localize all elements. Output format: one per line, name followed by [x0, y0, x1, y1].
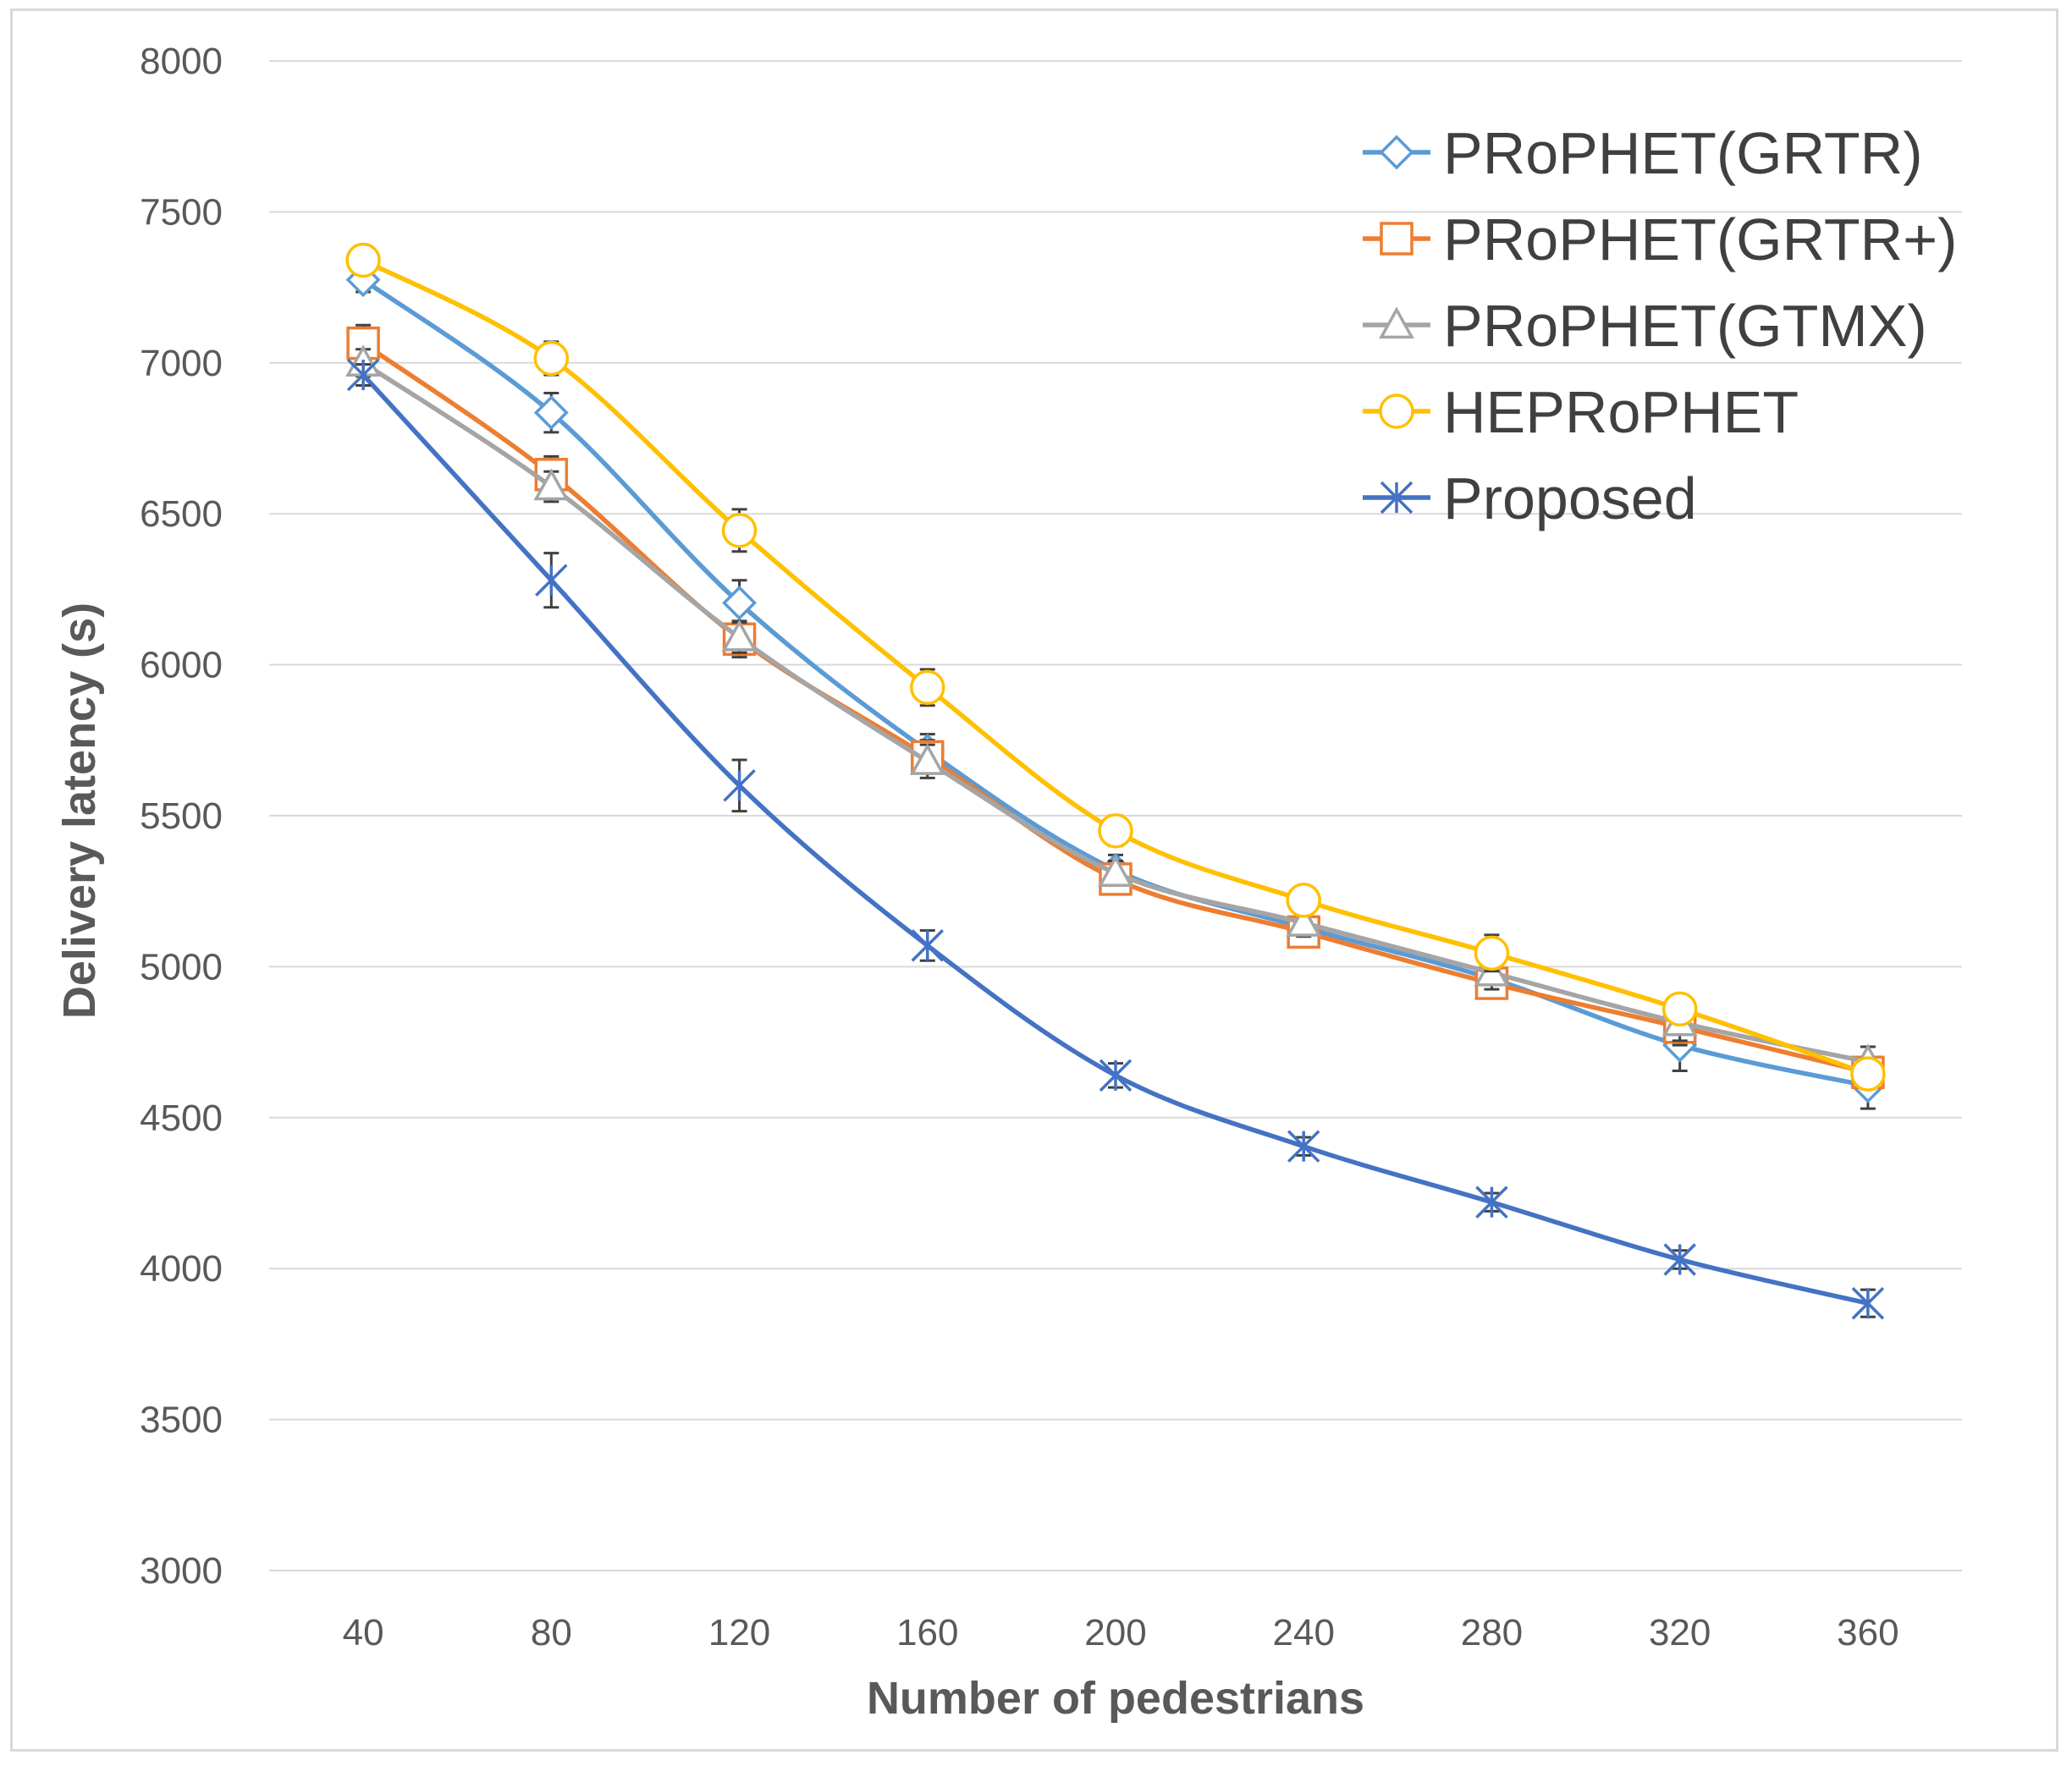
data-point: [1099, 1059, 1132, 1092]
y-tick-label: 8000: [140, 41, 223, 82]
y-tick-label: 4500: [140, 1098, 223, 1139]
x-tick-label: 120: [708, 1612, 770, 1653]
series-layer: [345, 242, 1886, 1320]
data-point: [1661, 991, 1698, 1027]
legend-marker: [1380, 481, 1413, 514]
data-point: [1663, 1243, 1696, 1276]
data-point: [533, 468, 570, 501]
legend-label: HEPRoPHET: [1443, 379, 1799, 445]
x-tick-label: 160: [896, 1612, 958, 1653]
y-tick-label: 4000: [140, 1248, 223, 1290]
data-point: [910, 669, 945, 706]
data-point: [1098, 855, 1133, 887]
y-axis-ticks: 3000 3500 4000 4500 5000 5500 6000 6500 7000 7500…: [140, 41, 223, 1592]
x-tick-label: 200: [1084, 1612, 1146, 1653]
legend-label: PRoPHET(GRTR+): [1443, 206, 1957, 272]
y-tick-label: 5500: [140, 795, 223, 837]
legend-marker: [1379, 306, 1414, 339]
legend-item: PRoPHET(GRTR): [1363, 120, 1923, 186]
data-point: [721, 513, 758, 548]
data-point: [533, 340, 570, 377]
series-line: [361, 277, 1871, 1089]
x-tick-label: 40: [343, 1612, 384, 1653]
data-point: [911, 929, 945, 962]
x-tick-label: 240: [1273, 1612, 1335, 1653]
data-point: [1850, 1056, 1886, 1092]
chart-frame: [10, 8, 2058, 1752]
y-tick-label: 7000: [140, 343, 223, 384]
series-line: [361, 372, 1871, 1306]
x-tick-label: 320: [1649, 1612, 1711, 1653]
series-proposed: [346, 358, 1885, 1320]
data-point: [1851, 1286, 1885, 1320]
legend: PRoPHET(GRTR) PRoPHET(GRTR+) PRoPHET(GTMX)…: [1363, 120, 1957, 531]
legend-marker: [1379, 393, 1414, 429]
legend-item: PRoPHET(GRTR+): [1363, 206, 1957, 272]
y-tick-label: 7500: [140, 191, 223, 233]
y-axis-title: Delivery latency (s): [54, 602, 105, 1019]
data-point: [345, 242, 381, 278]
series-heprophet: [345, 242, 1886, 1092]
series-line: [361, 360, 1871, 1065]
data-point: [1475, 1186, 1508, 1219]
x-axis-ticks: 40 80 120 160 200 240 280 320 360: [343, 1612, 1899, 1653]
data-point: [1286, 883, 1321, 918]
data-point: [909, 743, 945, 775]
x-axis-title: Number of pedestrians: [867, 1673, 1364, 1724]
data-point: [1287, 1130, 1320, 1163]
legend-label: PRoPHET(GTMX): [1443, 293, 1927, 359]
y-tick-label: 5000: [140, 946, 223, 988]
legend-item: HEPRoPHET: [1363, 379, 1799, 445]
y-tick-label: 3000: [140, 1550, 223, 1592]
x-tick-label: 80: [531, 1612, 572, 1653]
data-point: [1098, 813, 1133, 849]
y-tick-label: 6500: [140, 493, 223, 535]
legend-label: PRoPHET(GRTR): [1443, 120, 1923, 186]
legend-marker: [1379, 135, 1414, 170]
legend-marker: [1380, 222, 1413, 256]
legend-item: Proposed: [1363, 465, 1697, 531]
data-point: [533, 395, 569, 431]
data-point: [346, 326, 380, 360]
data-point: [535, 564, 568, 597]
data-point: [1286, 905, 1322, 937]
y-tick-label: 6000: [140, 645, 223, 686]
series-line: [361, 340, 1871, 1076]
data-point: [1474, 935, 1510, 971]
data-point: [346, 358, 380, 392]
series-line: [361, 257, 1871, 1076]
y-tick-label: 3500: [140, 1400, 223, 1441]
data-point: [721, 619, 758, 652]
x-tick-label: 360: [1837, 1612, 1898, 1653]
data-point: [723, 769, 756, 802]
x-tick-label: 280: [1461, 1612, 1523, 1653]
data-point: [722, 585, 758, 620]
legend-item: PRoPHET(GTMX): [1363, 293, 1927, 359]
legend-label: Proposed: [1443, 465, 1697, 531]
